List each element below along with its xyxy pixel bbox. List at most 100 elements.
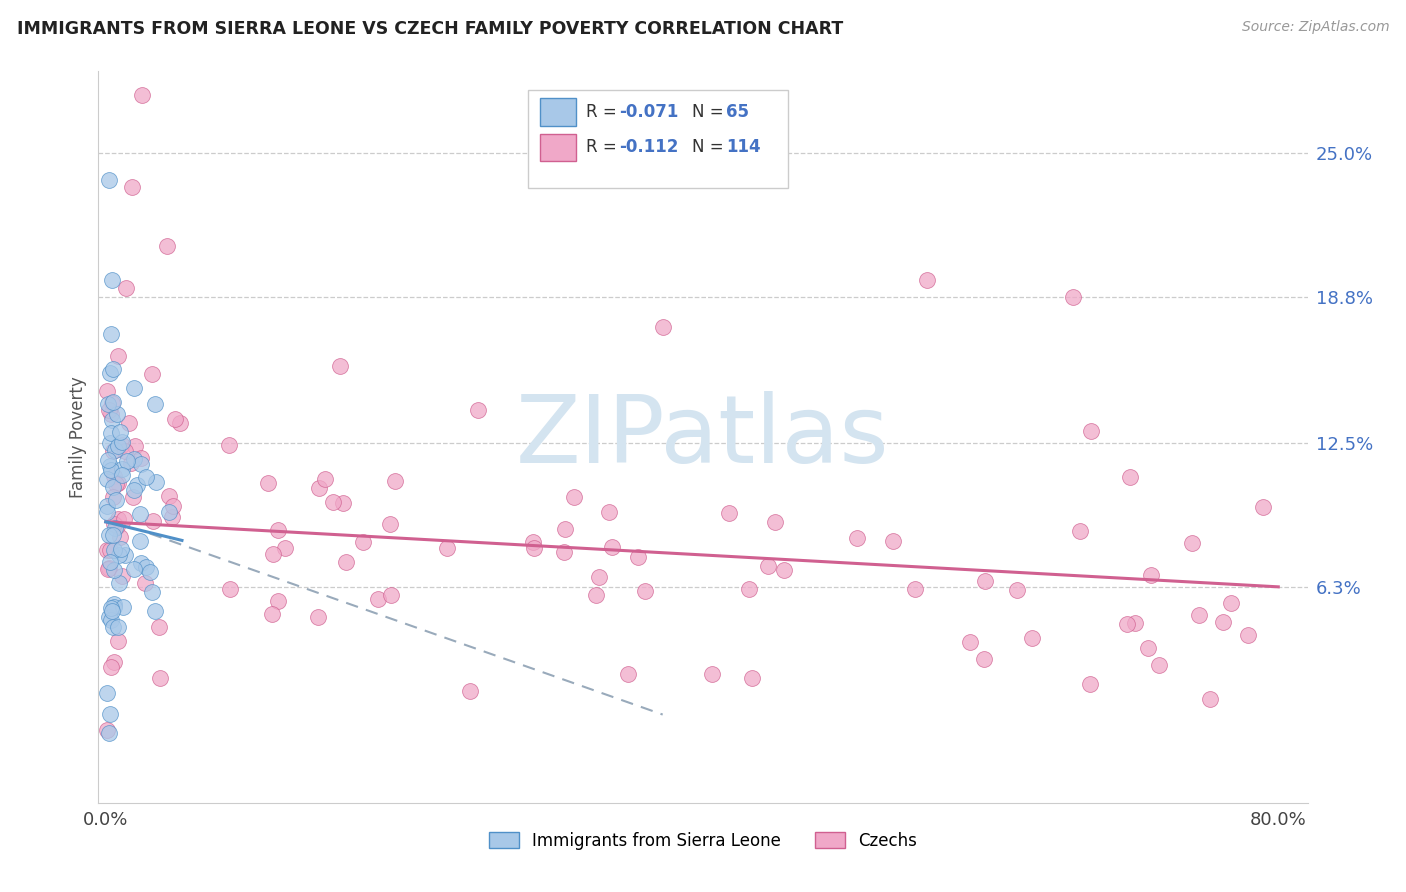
Point <box>460 684 482 698</box>
Point <box>104 477 127 491</box>
FancyBboxPatch shape <box>540 98 576 127</box>
Point <box>700 667 723 681</box>
Point <box>378 517 401 532</box>
Text: N =: N = <box>692 138 728 156</box>
Point <box>262 547 284 561</box>
Point <box>1116 616 1139 631</box>
Y-axis label: Family Poverty: Family Poverty <box>69 376 87 498</box>
Point <box>101 604 124 618</box>
Point <box>959 635 981 649</box>
Point <box>100 660 122 674</box>
Point <box>111 461 134 475</box>
Point <box>322 494 344 508</box>
Point <box>1062 290 1084 304</box>
Point <box>257 476 280 491</box>
Point <box>96 542 118 557</box>
Point <box>103 468 125 483</box>
Text: Source: ZipAtlas.com: Source: ZipAtlas.com <box>1241 20 1389 34</box>
Point <box>143 604 166 618</box>
Point <box>98 366 121 380</box>
Point <box>1005 583 1028 598</box>
Point <box>98 555 121 569</box>
Text: R =: R = <box>586 103 621 121</box>
Point <box>143 397 166 411</box>
Point <box>129 556 152 570</box>
Point <box>973 651 995 665</box>
Point <box>737 582 759 596</box>
Point <box>97 528 120 542</box>
Point <box>554 522 576 536</box>
Point <box>307 610 329 624</box>
Point <box>156 238 179 252</box>
Legend: Immigrants from Sierra Leone, Czechs: Immigrants from Sierra Leone, Czechs <box>482 825 924 856</box>
Point <box>1219 596 1241 610</box>
Point <box>111 599 134 614</box>
Point <box>122 490 145 504</box>
Point <box>114 444 136 458</box>
Point <box>100 463 122 477</box>
Point <box>96 499 118 513</box>
Point <box>367 591 389 606</box>
Point <box>121 180 143 194</box>
Point <box>107 476 129 491</box>
Point <box>1021 631 1043 645</box>
Point <box>627 550 650 565</box>
Point <box>98 707 121 722</box>
Text: ZIPatlas: ZIPatlas <box>516 391 890 483</box>
Point <box>1140 567 1163 582</box>
Point <box>110 467 132 482</box>
Point <box>112 512 135 526</box>
Text: -0.112: -0.112 <box>620 138 679 156</box>
Point <box>1123 615 1146 630</box>
Point <box>267 593 290 607</box>
Point <box>96 686 118 700</box>
Point <box>553 545 575 559</box>
Point <box>384 474 406 488</box>
Point <box>1137 640 1160 655</box>
FancyBboxPatch shape <box>527 90 787 188</box>
Point <box>110 569 132 583</box>
Point <box>104 442 127 457</box>
Point <box>100 407 122 421</box>
Point <box>274 541 297 555</box>
Point <box>96 472 118 486</box>
Point <box>103 563 125 577</box>
Point <box>617 667 640 681</box>
Point <box>105 519 128 533</box>
Point <box>915 273 938 287</box>
Point <box>160 509 183 524</box>
Point <box>101 444 124 458</box>
Point <box>163 412 186 426</box>
Point <box>352 535 374 549</box>
Point <box>104 521 127 535</box>
Point <box>1212 615 1234 629</box>
Point <box>122 452 145 467</box>
Point <box>1078 677 1101 691</box>
FancyBboxPatch shape <box>540 134 576 161</box>
Point <box>100 600 122 615</box>
Point <box>138 565 160 579</box>
Point <box>120 456 142 470</box>
Point <box>598 505 620 519</box>
Point <box>98 459 121 474</box>
Point <box>110 541 132 556</box>
Point <box>1069 524 1091 538</box>
Point <box>141 367 163 381</box>
Point <box>103 598 125 612</box>
Point <box>108 576 131 591</box>
Point <box>134 575 156 590</box>
Point <box>129 507 152 521</box>
Point <box>131 87 153 102</box>
Point <box>107 620 129 634</box>
Point <box>129 533 152 548</box>
Point <box>142 514 165 528</box>
Point <box>308 481 330 495</box>
Point <box>98 542 121 557</box>
Point <box>169 416 191 430</box>
Point <box>523 541 546 555</box>
Point <box>111 435 134 450</box>
Point <box>104 493 127 508</box>
Point <box>585 588 607 602</box>
Point <box>108 530 131 544</box>
Point <box>100 412 122 426</box>
